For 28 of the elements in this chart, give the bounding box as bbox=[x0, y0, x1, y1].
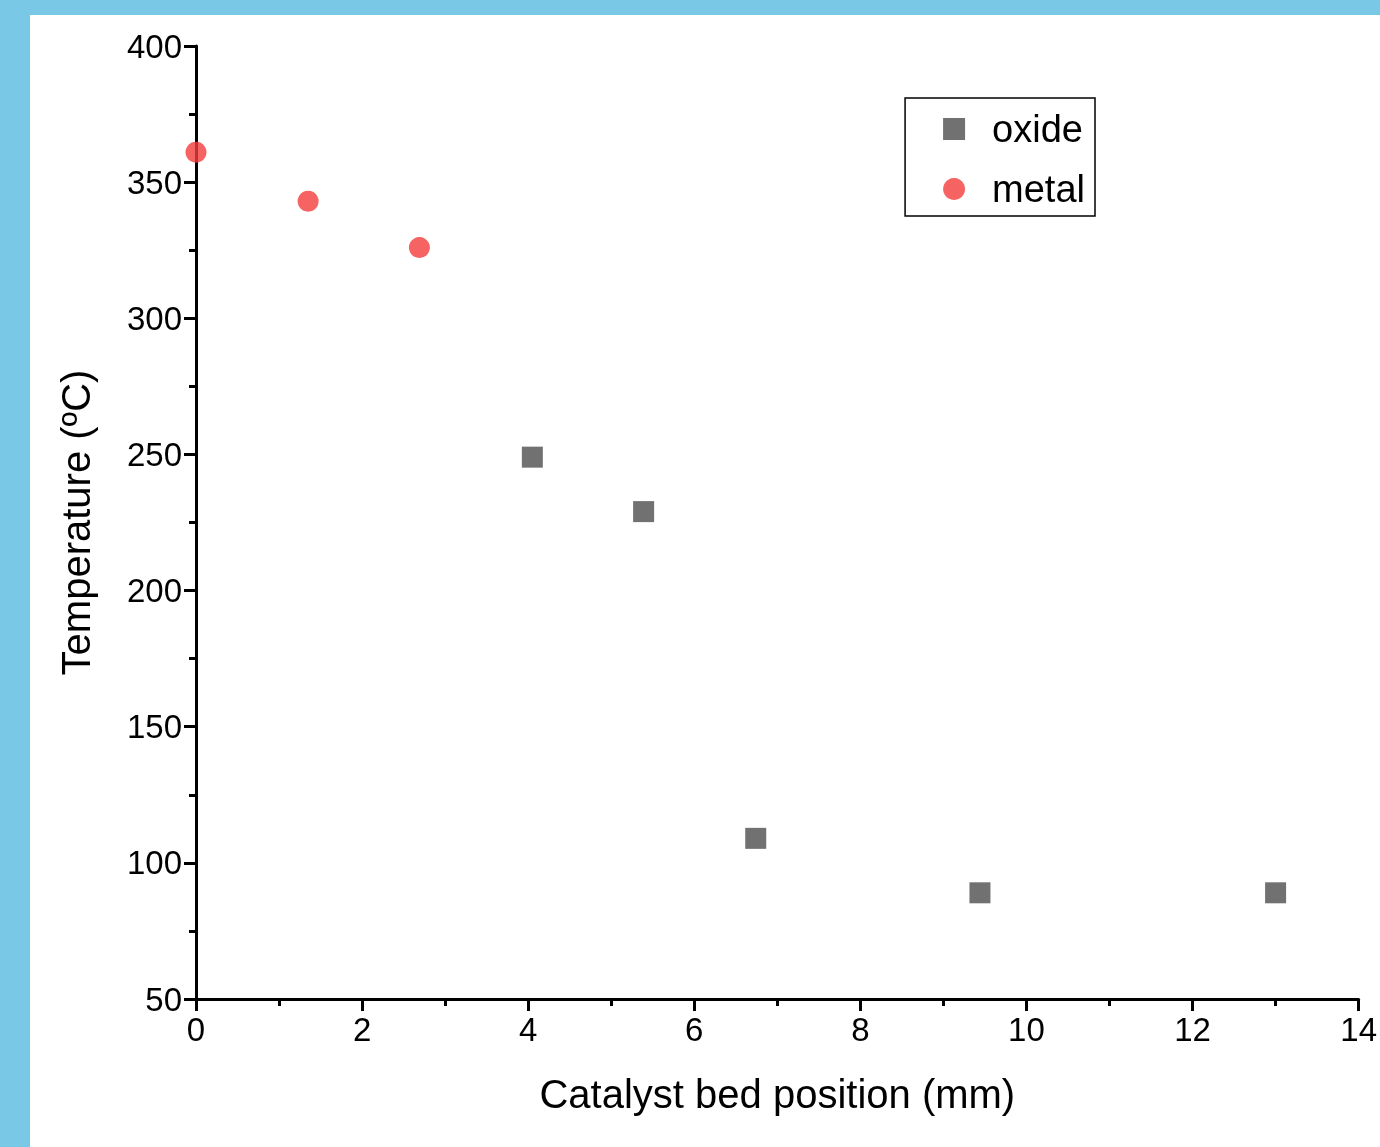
y-tick-label: 200 bbox=[126, 572, 182, 610]
point bbox=[521, 446, 543, 468]
point bbox=[969, 882, 991, 904]
x-tick-label: 4 bbox=[519, 1011, 538, 1048]
x-tick-label: 12 bbox=[1174, 1011, 1211, 1048]
x-tick-label: 10 bbox=[1008, 1011, 1045, 1048]
x-tick-label: 0 bbox=[186, 1011, 206, 1048]
y-tick-label: 100 bbox=[126, 844, 182, 882]
y-tick-label: 350 bbox=[126, 163, 182, 201]
y-tick-label: 250 bbox=[126, 435, 182, 473]
x-tick-label: 8 bbox=[851, 1011, 870, 1048]
x-tick-label: 6 bbox=[685, 1011, 704, 1048]
y-tick-label: 300 bbox=[126, 299, 182, 337]
y-tick-label: 150 bbox=[126, 708, 182, 746]
point bbox=[745, 827, 767, 849]
y-tick-label: 50 bbox=[145, 980, 182, 1018]
legend-label: oxide bbox=[992, 108, 1083, 150]
y-tick-label: 400 bbox=[126, 27, 182, 65]
y-axis-title: Temperature (ºC) bbox=[54, 369, 98, 676]
point bbox=[408, 237, 430, 258]
point bbox=[633, 501, 655, 523]
x-tick-label: 14 bbox=[1340, 1011, 1378, 1048]
point bbox=[185, 141, 207, 163]
point bbox=[1265, 882, 1287, 904]
point bbox=[297, 190, 319, 212]
legend-label: metal bbox=[992, 168, 1085, 210]
x-tick-label: 2 bbox=[352, 1011, 372, 1048]
x-axis-title: Catalyst bed position (mm) bbox=[539, 1072, 1016, 1116]
